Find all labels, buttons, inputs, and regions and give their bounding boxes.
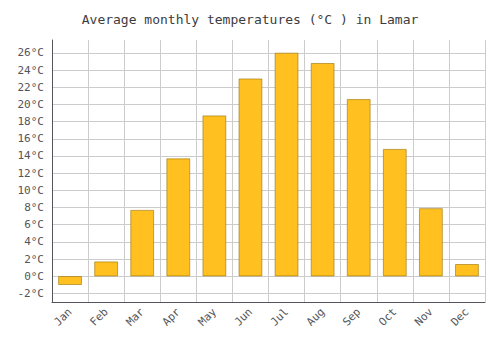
svg-text:May: May [196, 305, 219, 328]
svg-text:Aug: Aug [304, 305, 327, 328]
svg-text:12°C: 12°C [18, 167, 45, 180]
svg-text:24°C: 24°C [18, 64, 45, 77]
svg-text:16°C: 16°C [18, 132, 45, 145]
svg-text:26°C: 26°C [18, 46, 45, 59]
svg-text:Feb: Feb [87, 305, 110, 328]
svg-text:0°C: 0°C [24, 270, 44, 283]
svg-text:22°C: 22°C [18, 81, 45, 94]
svg-text:Dec: Dec [448, 305, 471, 328]
svg-text:Jan: Jan [51, 305, 74, 328]
svg-text:Mar: Mar [124, 305, 147, 328]
svg-text:10°C: 10°C [18, 184, 45, 197]
svg-text:18°C: 18°C [18, 115, 45, 128]
svg-text:Jul: Jul [268, 305, 291, 328]
svg-text:14°C: 14°C [18, 149, 45, 162]
svg-text:8°C: 8°C [24, 201, 44, 214]
svg-text:Apr: Apr [160, 305, 183, 328]
svg-text:20°C: 20°C [18, 98, 45, 111]
svg-text:Oct: Oct [376, 305, 399, 328]
svg-text:2°C: 2°C [24, 253, 44, 266]
svg-text:Sep: Sep [340, 305, 363, 328]
svg-text:Average monthly temperatures (: Average monthly temperatures (°C ) in La… [82, 12, 419, 27]
svg-text:Jun: Jun [232, 305, 255, 328]
svg-text:6°C: 6°C [24, 218, 44, 231]
svg-text:4°C: 4°C [24, 235, 44, 248]
svg-text:Nov: Nov [412, 305, 435, 328]
svg-text:-2°C: -2°C [18, 287, 45, 300]
